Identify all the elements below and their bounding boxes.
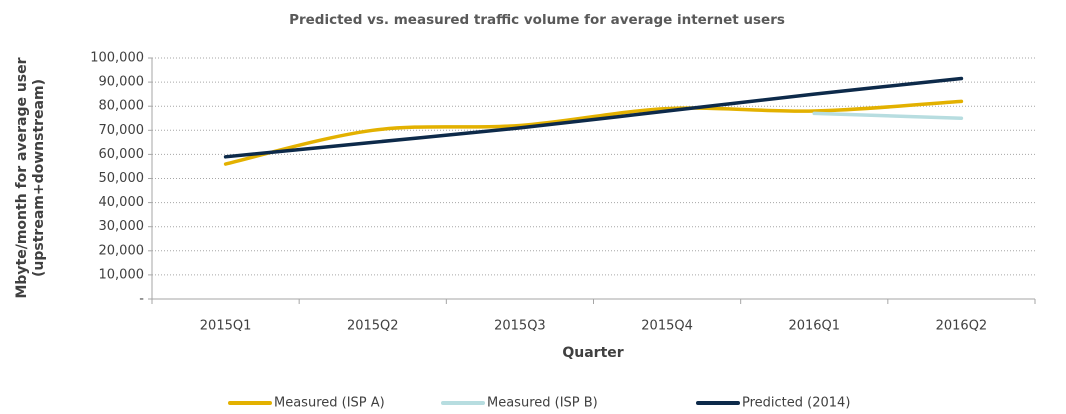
y-tick-label: 50,000: [99, 171, 145, 186]
y-axis-title-line: Mbyte/month for average user: [14, 57, 30, 298]
y-tick-label: 10,000: [99, 267, 145, 282]
y-tick-label: 40,000: [99, 195, 145, 210]
x-tick-label: 2015Q2: [347, 319, 399, 334]
legend-label: Predicted (2014): [742, 396, 850, 411]
y-tick-label: 30,000: [99, 219, 145, 234]
y-tick-label: 20,000: [99, 243, 145, 258]
x-tick-label: 2015Q4: [641, 319, 693, 334]
chart-title: Predicted vs. measured traffic volume fo…: [289, 12, 785, 28]
series-line: [812, 111, 964, 120]
x-tick-label: 2016Q1: [788, 319, 840, 334]
y-axis-title: Mbyte/month for average user (upstream+d…: [14, 57, 47, 298]
y-axis-title-line: (upstream+downstream): [31, 79, 47, 277]
y-tick-label: 70,000: [99, 123, 145, 138]
x-tick-label: 2015Q3: [494, 319, 546, 334]
y-tick-label: 90,000: [99, 75, 145, 90]
x-tick-label: 2016Q2: [936, 319, 988, 334]
legend-label: Measured (ISP A): [274, 396, 385, 411]
y-tick-label: 100,000: [90, 51, 144, 66]
y-tick-label: 80,000: [99, 99, 145, 114]
y-tick-label: -: [139, 292, 144, 307]
legend-label: Measured (ISP B): [487, 396, 598, 411]
series-line: [223, 99, 964, 166]
y-tick-label: 60,000: [99, 147, 145, 162]
series-line: [223, 76, 964, 159]
x-axis-title: Quarter: [562, 345, 623, 361]
x-tick-label: 2015Q1: [200, 319, 252, 334]
